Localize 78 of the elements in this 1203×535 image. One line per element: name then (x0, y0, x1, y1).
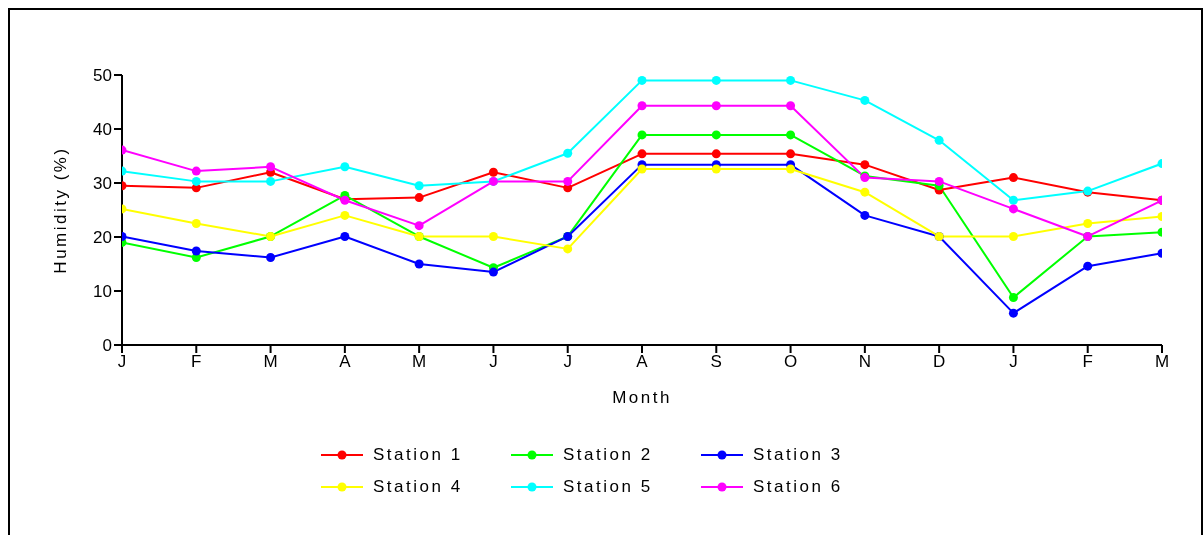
legend-label: Station 6 (753, 477, 843, 497)
point (711, 101, 721, 111)
y-tick-label: 40 (93, 120, 112, 140)
point (637, 101, 647, 111)
point (711, 164, 721, 174)
y-axis-title: Humidity (%) (51, 146, 71, 274)
legend-label: Station 1 (373, 445, 463, 465)
x-tick-label: F (191, 352, 202, 372)
x-tick-label: S (710, 352, 722, 372)
x-tick-label: J (489, 352, 498, 372)
x-tick-label: M (412, 352, 427, 372)
x-tick-label: D (933, 352, 946, 372)
legend-label: Station 2 (563, 445, 653, 465)
x-tick-label: O (783, 352, 798, 372)
point (637, 75, 647, 85)
point (340, 210, 350, 220)
point (786, 75, 796, 85)
point (1008, 308, 1018, 318)
point (711, 75, 721, 85)
point (191, 176, 201, 186)
y-tick-label: 50 (93, 66, 112, 86)
point (1008, 292, 1018, 302)
x-tick-label: N (858, 352, 871, 372)
point (563, 244, 573, 254)
x-tick-label: M (263, 352, 278, 372)
point (786, 164, 796, 174)
point (786, 101, 796, 111)
point (414, 221, 424, 231)
point (1083, 219, 1093, 228)
x-tick-label: A (636, 352, 649, 372)
point (488, 231, 498, 241)
x-tick-label: J (117, 352, 127, 372)
point (414, 259, 424, 269)
x-tick-label: A (339, 352, 352, 372)
x-tick-label: J (563, 352, 572, 372)
point (637, 164, 647, 174)
legend-label: Station 3 (753, 445, 843, 465)
point (266, 253, 276, 263)
y-tick-label: 30 (93, 174, 112, 194)
point (1008, 204, 1018, 214)
y-tick-label: 20 (93, 228, 112, 248)
point (488, 167, 498, 177)
y-tick-label: 0 (102, 336, 112, 356)
y-tick-label: 10 (93, 282, 112, 302)
x-tick-label: F (1082, 352, 1093, 372)
point (860, 187, 870, 197)
point (266, 162, 276, 172)
point (1008, 195, 1018, 205)
x-tick-label: J (1009, 352, 1018, 372)
point (340, 162, 350, 172)
point (711, 130, 721, 140)
point (637, 149, 647, 159)
point (191, 219, 201, 228)
point (266, 176, 276, 186)
point (1008, 231, 1018, 241)
point (934, 135, 944, 145)
point (563, 176, 573, 186)
x-tick-label: M (1154, 352, 1170, 372)
point (1008, 173, 1018, 183)
point (414, 193, 424, 203)
point (786, 130, 796, 140)
point (860, 160, 870, 170)
point (786, 149, 796, 159)
point (563, 148, 573, 158)
point (488, 267, 498, 277)
point (860, 210, 870, 220)
point (1083, 261, 1093, 271)
point (711, 149, 721, 159)
x-axis-title: Month (612, 388, 672, 407)
point (191, 166, 201, 176)
point (860, 95, 870, 105)
point (191, 246, 201, 256)
legend-label: Station 5 (563, 477, 653, 497)
point (340, 231, 350, 241)
point (934, 176, 944, 186)
point (637, 130, 647, 140)
point (414, 181, 424, 191)
legend-label: Station 4 (373, 477, 463, 497)
